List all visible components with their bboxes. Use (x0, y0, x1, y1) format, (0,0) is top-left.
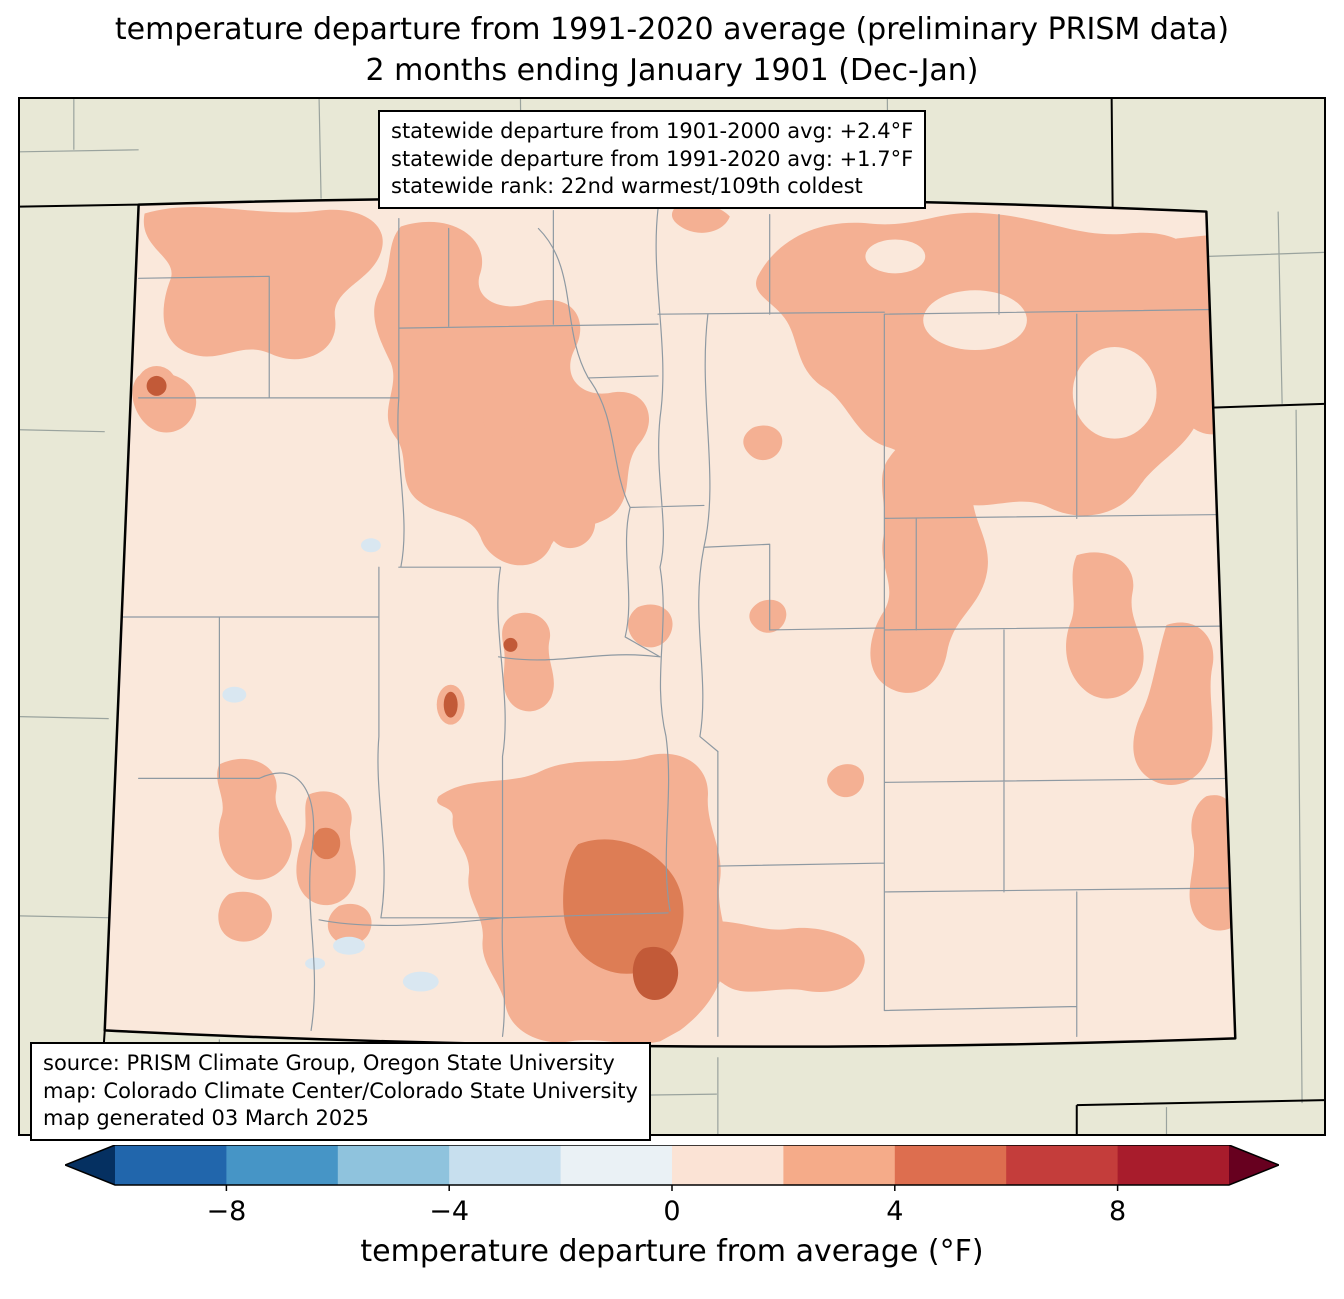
colorbar-segment (337, 1145, 450, 1185)
anomaly-patches (132, 204, 1236, 1044)
source-credit-box: source: PRISM Climate Group, Oregon Stat… (30, 1042, 651, 1142)
colorbar (65, 1145, 1279, 1191)
colorbar-tick-label: 4 (886, 1196, 904, 1227)
colorbar-tick-label: −4 (429, 1196, 470, 1227)
colorbar-tick-labels: −8 −4 0 4 8 (0, 1196, 1344, 1230)
stats-line-1901-2000: statewide departure from 1901-2000 avg: … (391, 119, 914, 143)
colorbar-segment (1117, 1145, 1230, 1185)
colorbar-left-arrow (65, 1145, 115, 1185)
neighbor-state-borders (20, 99, 1324, 1134)
county-lines (104, 207, 1236, 1037)
colorbar-segment (1006, 1145, 1119, 1185)
stats-line-1991-2020: statewide departure from 1991-2020 avg: … (391, 146, 914, 171)
colorbar-outline (65, 1145, 1279, 1186)
colorbar-segment (449, 1145, 562, 1185)
colorbar-tick-label: 0 (663, 1196, 681, 1227)
source-line: source: PRISM Climate Group, Oregon Stat… (43, 1051, 615, 1075)
colorbar-right-arrow (1229, 1145, 1279, 1185)
colorbar-segment (894, 1145, 1007, 1185)
colorado-map (20, 99, 1324, 1134)
colorbar-segment (226, 1145, 339, 1185)
page-title-line1: temperature departure from 1991-2020 ave… (114, 12, 1230, 47)
page-title-line2: 2 months ending January 1901 (Dec-Jan) (365, 53, 979, 88)
stats-line-rank: statewide rank: 22nd warmest/109th colde… (391, 174, 863, 199)
colorbar-axis-label: temperature departure from average (°F) (360, 1234, 984, 1269)
colorbar-tick-label: 8 (1109, 1196, 1127, 1227)
colorbar-segment (560, 1145, 673, 1185)
statewide-stats-box: statewide departure from 1901-2000 avg: … (378, 110, 927, 210)
colorbar-segment (672, 1145, 784, 1185)
map-generated-line: map generated 03 March 2025 (43, 1106, 370, 1131)
map-axes-frame (18, 97, 1326, 1136)
colorbar-segment (783, 1145, 896, 1185)
colorbar-segment (115, 1145, 227, 1185)
map-credit-line: map: Colorado Climate Center/Colorado St… (43, 1078, 638, 1103)
colorbar-tick-label: −8 (206, 1196, 247, 1227)
